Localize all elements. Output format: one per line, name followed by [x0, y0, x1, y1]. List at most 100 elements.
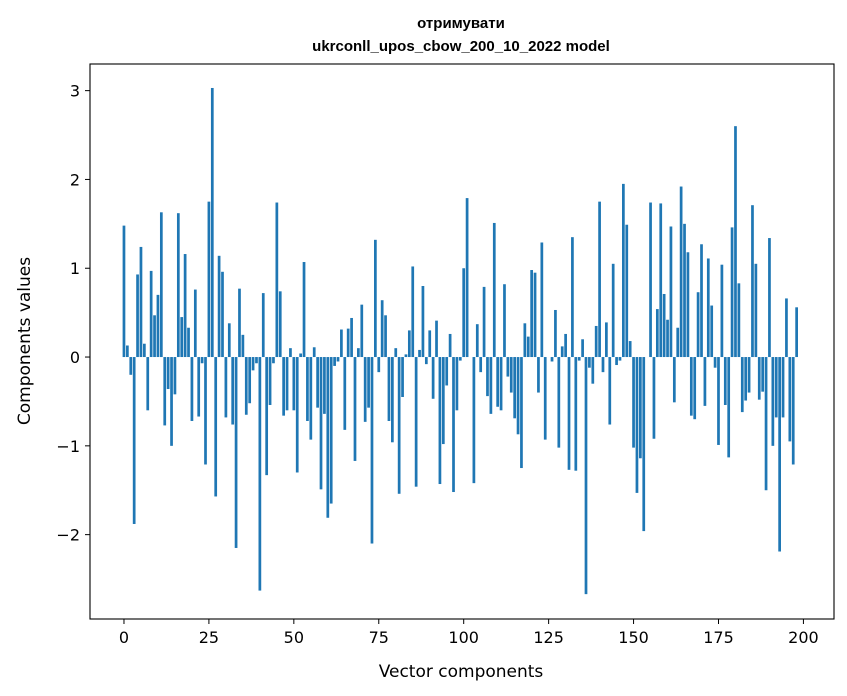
bar-108 [489, 357, 493, 414]
bar-58 [319, 357, 323, 490]
bar-41 [261, 293, 265, 358]
bar-46 [278, 291, 282, 358]
bar-105 [479, 357, 483, 373]
plot-frame [89, 63, 835, 620]
bar-185 [751, 205, 754, 358]
bar-167 [689, 357, 693, 416]
bar-188 [761, 357, 765, 392]
bar-75 [377, 357, 381, 373]
bar-194 [781, 357, 785, 418]
bar-106 [482, 286, 486, 358]
bar-17 [180, 317, 184, 358]
y-tick-label: 0 [70, 348, 80, 367]
bar-182 [740, 357, 744, 413]
bar-66 [346, 328, 350, 358]
bar-20 [190, 357, 194, 421]
bar-160 [666, 319, 669, 358]
bar-53 [302, 262, 306, 358]
bar-109 [492, 222, 496, 358]
bar-175 [717, 357, 720, 445]
bar-50 [292, 357, 296, 411]
bar-130 [564, 333, 567, 358]
bar-138 [591, 357, 595, 384]
bar-159 [662, 293, 666, 358]
bar-12 [163, 357, 167, 426]
x-tick-label: 75 [369, 628, 389, 647]
bar-70 [360, 304, 364, 358]
bar-51 [295, 357, 299, 473]
bar-11 [159, 212, 163, 358]
bar-112 [503, 284, 506, 358]
x-tick-label: 150 [618, 628, 649, 647]
bar-29 [221, 271, 224, 358]
bar-72 [367, 357, 370, 408]
bar-54 [306, 357, 309, 421]
bar-71 [363, 357, 367, 422]
bar-24 [204, 357, 207, 465]
bar-183 [744, 357, 748, 401]
bar-93 [438, 357, 442, 485]
bar-149 [628, 341, 632, 358]
bar-57 [316, 357, 319, 408]
bar-48 [285, 357, 289, 411]
bar-131 [567, 357, 571, 470]
bar-5 [139, 246, 143, 358]
bar-21 [193, 289, 197, 358]
bar-189 [764, 357, 768, 491]
bar-8 [149, 270, 153, 358]
bar-153 [642, 357, 646, 532]
bar-77 [384, 315, 387, 358]
bars-group [122, 87, 798, 595]
bar-144 [611, 263, 615, 358]
bar-15 [173, 357, 177, 395]
bar-44 [272, 357, 275, 364]
bar-191 [771, 357, 775, 446]
y-tick-label: 2 [70, 170, 80, 189]
bar-27 [214, 357, 218, 497]
bar-180 [734, 126, 737, 358]
bar-81 [397, 357, 401, 494]
bar-137 [588, 357, 591, 368]
bar-38 [251, 357, 255, 371]
bar-14 [170, 357, 173, 446]
bar-172 [706, 258, 710, 358]
chart-title-line-1: отримувати [417, 15, 505, 32]
bar-174 [713, 357, 717, 368]
bar-88 [421, 286, 425, 358]
bar-118 [523, 323, 527, 358]
bar-79 [391, 357, 394, 443]
bar-63 [336, 357, 340, 362]
x-tick-label: 50 [284, 628, 304, 647]
bar-76 [380, 300, 384, 358]
bar-155 [649, 202, 652, 358]
bar-104 [475, 324, 479, 358]
bar-179 [730, 227, 734, 358]
bar-37 [248, 357, 252, 404]
bar-113 [506, 357, 510, 377]
bar-10 [156, 294, 160, 358]
bar-49 [289, 348, 292, 358]
bar-64 [340, 329, 343, 358]
bar-126 [550, 357, 554, 362]
bar-91 [431, 357, 435, 399]
bar-146 [618, 357, 622, 361]
bar-170 [700, 244, 703, 358]
bar-89 [424, 357, 428, 365]
chart-title-line-2: ukrconll_upos_cbow_200_10_2022 model [312, 38, 610, 55]
bar-33 [234, 357, 238, 548]
bar-82 [401, 357, 404, 397]
bar-60 [326, 357, 330, 518]
bar-74 [374, 239, 377, 358]
y-tick-label: −2 [56, 526, 80, 545]
bar-152 [639, 357, 642, 459]
bar-171 [703, 357, 707, 406]
x-tick-label: 25 [199, 628, 219, 647]
bar-52 [299, 353, 302, 358]
bar-98 [455, 357, 459, 411]
bar-13 [166, 357, 170, 390]
bar-190 [768, 238, 771, 358]
bar-169 [696, 292, 700, 358]
bar-43 [268, 357, 272, 405]
bar-168 [693, 357, 697, 420]
